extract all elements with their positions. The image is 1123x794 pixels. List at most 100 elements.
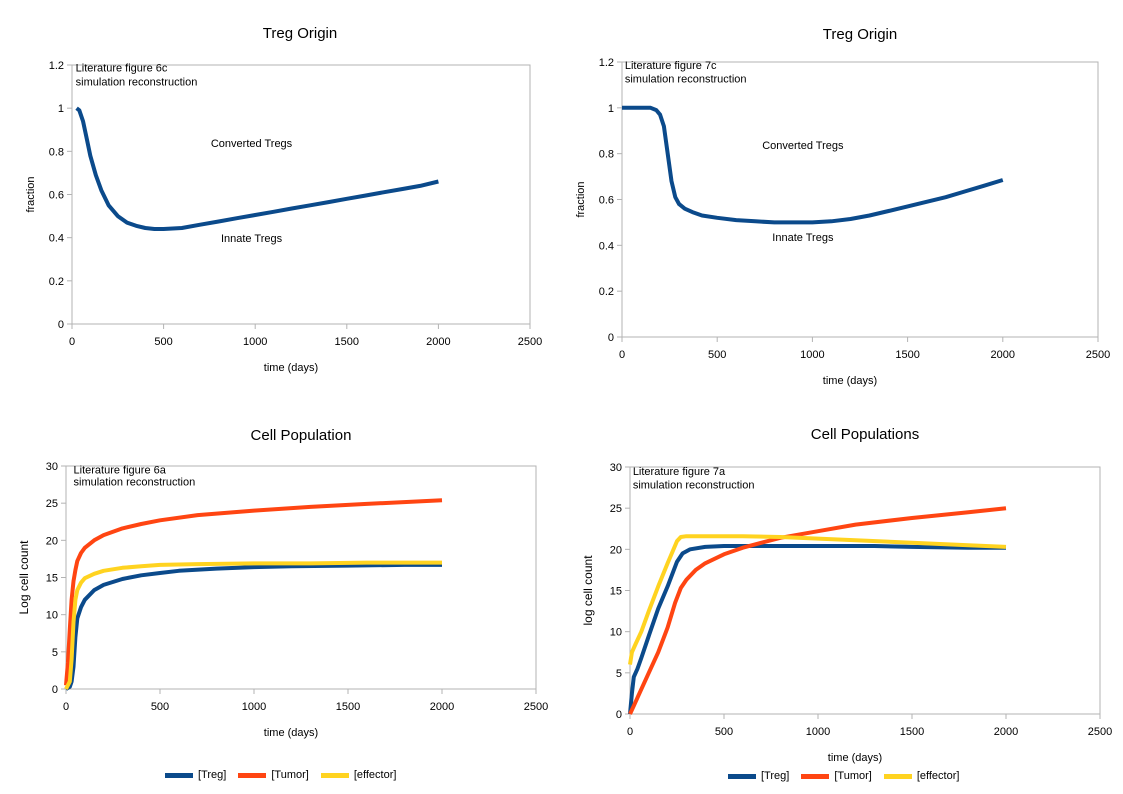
x-tick-label: 0 <box>63 701 69 713</box>
legend-item-treg: [Treg] <box>165 769 226 781</box>
x-tick-label: 2500 <box>1088 726 1112 738</box>
x-axis-label: time (days) <box>828 752 882 764</box>
legend-label: [Tumor] <box>271 769 309 781</box>
x-tick-label: 0 <box>619 349 625 361</box>
chart-annotation: Innate Tregs <box>221 233 283 245</box>
x-tick-label: 2000 <box>426 336 450 348</box>
chart-annotation: simulation reconstruction <box>625 74 747 86</box>
series-line-effector <box>628 534 1007 665</box>
y-tick-label: 5 <box>52 647 58 659</box>
series-line-treg <box>64 562 442 691</box>
chart-annotation: Innate Tregs <box>772 232 834 244</box>
y-tick-label: 5 <box>616 668 622 680</box>
legend-swatch <box>165 772 193 778</box>
legend-label: [Treg] <box>761 770 790 782</box>
x-tick-label: 0 <box>69 336 75 348</box>
legend-swatch <box>320 772 349 778</box>
y-tick-label: 1 <box>608 103 614 115</box>
x-tick-label: 1500 <box>900 726 924 738</box>
y-tick-label: 30 <box>610 462 622 474</box>
x-axis-label: time (days) <box>823 375 877 387</box>
plot-area: 0 0.2 0.4 0.6 0.8 1 1.2 0 500 1000 1500 2000 2500 tim… <box>575 57 1110 387</box>
x-tick-label: 500 <box>708 349 726 361</box>
legend-item-effector: [effector] <box>320 769 397 781</box>
y-tick-label: 25 <box>610 503 622 515</box>
x-tick-label: 1500 <box>336 701 360 713</box>
y-tick-label: 1.2 <box>599 57 614 69</box>
y-tick-label: 0.4 <box>49 233 64 245</box>
chart-annotation: simulation reconstruction <box>74 476 196 488</box>
legend-label: [Tumor] <box>834 770 872 782</box>
x-tick-label: 0 <box>627 726 633 738</box>
chart-annotation: Literature figure 7c <box>625 60 717 72</box>
legend-label: [Treg] <box>198 769 227 781</box>
y-tick-label: 25 <box>46 498 58 510</box>
y-tick-label: 30 <box>46 461 58 473</box>
y-tick-label: 0.6 <box>49 190 64 202</box>
legend: [Treg] [Tumor] [effector] <box>165 769 408 781</box>
legend-swatch <box>801 773 830 779</box>
y-tick-label: 0.8 <box>599 149 614 161</box>
plot-area: 0 0.2 0.4 0.6 0.8 1 1.2 0 500 1000 1500 2000 2500 tim… <box>25 60 542 374</box>
chart-title: Cell Population <box>250 427 352 444</box>
y-tick-label: 0 <box>58 319 64 331</box>
legend-item-treg: [Treg] <box>728 770 789 782</box>
legend-swatch <box>728 773 756 779</box>
x-tick-label: 1000 <box>800 349 824 361</box>
x-tick-label: 2000 <box>991 349 1015 361</box>
chart-panel-7c: Treg Origin 0 0.2 0.4 0.6 0.8 1 1.2 0 500 1000 150… <box>562 0 1123 400</box>
series-line-tumor <box>64 498 443 686</box>
series-line <box>622 105 1004 225</box>
chart-annotation: simulation reconstruction <box>633 479 755 491</box>
plot-area: 0 5 10 15 20 25 30 0 500 1000 1500 2000 2500 time (da… <box>581 462 1112 764</box>
legend-item-tumor: [Tumor] <box>238 769 309 781</box>
y-tick-label: 0.2 <box>599 286 614 298</box>
x-tick-label: 2000 <box>994 726 1018 738</box>
legend: [Treg] [Tumor] [effector] <box>728 770 971 782</box>
y-tick-label: 20 <box>46 535 58 547</box>
y-axis-label: fraction <box>575 181 587 217</box>
chart-title: Cell Populations <box>810 426 920 443</box>
plot-area: 0 5 10 15 20 25 30 0 500 1000 1500 2000 2500 time (da… <box>17 461 548 739</box>
y-tick-label: 0.4 <box>599 240 614 252</box>
y-tick-label: 0.6 <box>599 195 614 207</box>
x-tick-label: 2500 <box>524 701 548 713</box>
chart-annotation: Converted Tregs <box>762 140 844 152</box>
chart-panel-6a: Cell Population 0 5 10 15 20 25 30 0 500 1000 1500… <box>0 405 560 794</box>
legend-item-tumor: [Tumor] <box>801 770 872 782</box>
chart-annotation: Converted Tregs <box>211 138 293 150</box>
chart-panel-6c: Treg Origin 0 0.2 0.4 0.6 0.8 1 1.2 0 500 1000 150… <box>0 0 560 400</box>
x-tick-label: 1000 <box>242 701 266 713</box>
plot-frame <box>71 64 531 325</box>
y-tick-label: 20 <box>610 544 622 556</box>
chart-annotation: Literature figure 6c <box>76 62 168 74</box>
y-tick-label: 0 <box>52 684 58 696</box>
x-axis-label: time (days) <box>264 727 318 739</box>
x-tick-label: 1000 <box>806 726 830 738</box>
x-tick-label: 1500 <box>895 349 919 361</box>
legend-label: [effector] <box>916 770 960 782</box>
y-tick-label: 0.8 <box>49 146 64 158</box>
legend-swatch <box>883 773 912 779</box>
x-axis-label: time (days) <box>264 362 318 374</box>
legend-label: [effector] <box>353 769 397 781</box>
y-tick-label: 10 <box>610 627 622 639</box>
y-tick-label: 0.2 <box>49 276 64 288</box>
x-tick-label: 2500 <box>518 336 542 348</box>
plot-frame <box>629 466 1101 715</box>
chart-annotation: Literature figure 7a <box>633 466 726 478</box>
y-tick-label: 15 <box>610 586 622 598</box>
x-tick-label: 500 <box>151 701 169 713</box>
series-line-effector <box>64 560 442 690</box>
x-tick-label: 2500 <box>1086 349 1110 361</box>
y-tick-label: 0 <box>608 332 614 344</box>
x-tick-label: 1500 <box>335 336 359 348</box>
chart-panel-7a: Cell Populations 0 5 10 15 20 25 30 0 500 1000 150… <box>562 405 1123 794</box>
y-axis-label: fraction <box>25 176 37 212</box>
y-tick-label: 15 <box>46 573 58 585</box>
x-tick-label: 500 <box>154 336 172 348</box>
x-tick-label: 2000 <box>430 701 454 713</box>
plot-frame <box>621 61 1099 338</box>
y-tick-label: 1 <box>58 103 64 115</box>
chart-title: Treg Origin <box>822 26 898 43</box>
